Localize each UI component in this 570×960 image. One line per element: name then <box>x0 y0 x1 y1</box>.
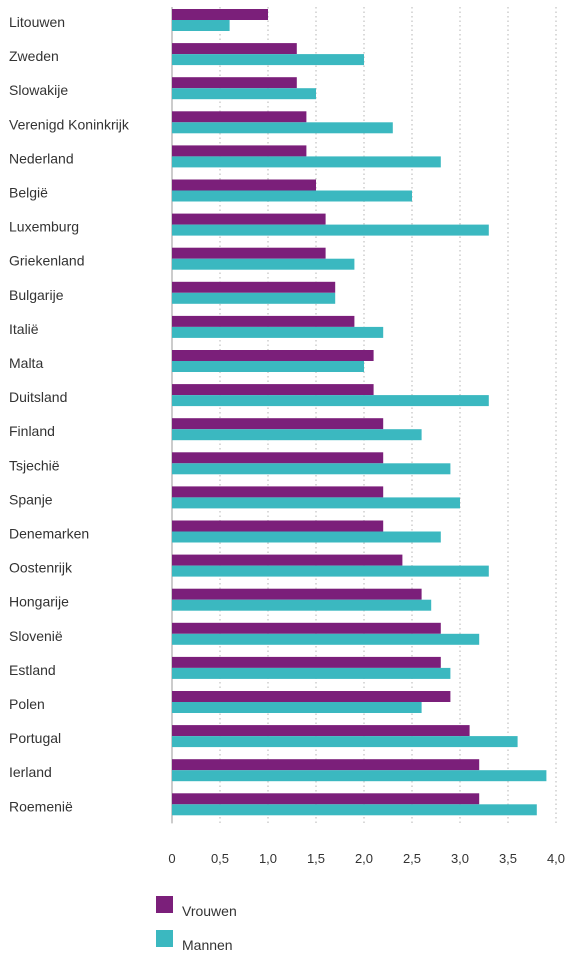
x-tick-label: 1,5 <box>307 851 325 866</box>
category-label: Bulgarije <box>9 287 64 303</box>
bar-vrouwen <box>172 793 480 805</box>
bar-mannen <box>172 20 230 31</box>
bar-vrouwen <box>172 656 441 668</box>
bar-mannen <box>172 770 547 782</box>
bar-vrouwen <box>172 588 422 600</box>
category-label: Litouwen <box>9 14 65 30</box>
bar-vrouwen <box>172 520 384 532</box>
category-label: Hongarije <box>9 594 69 610</box>
bar-vrouwen <box>172 9 268 20</box>
bar-vrouwen <box>172 111 307 123</box>
bar-vrouwen <box>172 622 441 634</box>
category-label: Estland <box>9 662 56 678</box>
x-tick-label: 2,0 <box>355 851 373 866</box>
x-tick-label: 3,5 <box>499 851 517 866</box>
legend-swatch-vrouwen <box>156 895 173 913</box>
bar-vrouwen <box>172 179 316 191</box>
category-label: Griekenland <box>9 253 85 269</box>
x-tick-label: 0,5 <box>211 851 229 866</box>
bar-vrouwen <box>172 452 384 464</box>
bar-vrouwen <box>172 350 374 361</box>
category-label: Polen <box>9 696 45 712</box>
bar-vrouwen <box>172 247 326 259</box>
bar-vrouwen <box>172 486 384 498</box>
bar-mannen <box>172 224 489 236</box>
x-tick-label: 4,0 <box>547 851 565 866</box>
category-label: Oostenrijk <box>9 560 73 576</box>
category-label: Finland <box>9 423 55 439</box>
category-label: Italië <box>9 321 39 337</box>
category-label: Slovenië <box>9 628 63 644</box>
bar-mannen <box>172 804 537 816</box>
bar-vrouwen <box>172 213 326 225</box>
bar-mannen <box>172 429 422 441</box>
bar-mannen <box>172 190 412 202</box>
bar-mannen <box>172 122 393 134</box>
category-label: Spanje <box>9 491 53 507</box>
bar-vrouwen <box>172 43 297 55</box>
bar-vrouwen <box>172 77 297 89</box>
legend-label-mannen: Mannen <box>182 937 233 953</box>
bar-mannen <box>172 702 422 713</box>
bar-vrouwen <box>172 418 384 430</box>
category-label: Portugal <box>9 730 61 746</box>
bar-vrouwen <box>172 759 480 771</box>
category-label: Slowakije <box>9 82 68 98</box>
legend: Vrouwen Mannen <box>156 892 237 960</box>
bar-vrouwen <box>172 145 307 157</box>
category-label: België <box>9 185 48 201</box>
bar-vrouwen <box>172 554 403 566</box>
bar-mannen <box>172 531 441 543</box>
bar-mannen <box>172 667 451 679</box>
x-tick-label: 1,0 <box>259 851 277 866</box>
bar-vrouwen <box>172 384 374 396</box>
category-label: Duitsland <box>9 389 67 405</box>
bar-mannen <box>172 292 336 304</box>
bar-vrouwen <box>172 281 336 293</box>
bar-mannen <box>172 156 441 168</box>
category-label: Luxemburg <box>9 219 79 235</box>
bar-vrouwen <box>172 315 355 327</box>
bar-mannen <box>172 565 489 577</box>
bar-mannen <box>172 395 489 407</box>
category-label: Malta <box>9 355 43 371</box>
bar-mannen <box>172 258 355 270</box>
x-tick-label: 0 <box>168 851 175 866</box>
category-label: Roemenië <box>9 798 73 814</box>
bar-mannen <box>172 599 432 611</box>
bar-mannen <box>172 463 451 475</box>
category-label: Zweden <box>9 48 59 64</box>
bar-vrouwen <box>172 691 451 702</box>
category-label: Ierland <box>9 764 52 780</box>
legend-swatch-mannen <box>156 929 173 947</box>
category-label: Nederland <box>9 150 74 166</box>
legend-item-mannen: Mannen <box>156 926 237 953</box>
x-tick-label: 3,0 <box>451 851 469 866</box>
bar-mannen <box>172 736 518 748</box>
bar-mannen <box>172 497 460 509</box>
bar-mannen <box>172 326 384 338</box>
legend-label-vrouwen: Vrouwen <box>182 903 237 919</box>
bar-mannen <box>172 54 364 66</box>
legend-item-vrouwen: Vrouwen <box>156 892 237 919</box>
bar-mannen <box>172 633 480 645</box>
category-label: Verenigd Koninkrijk <box>9 116 130 132</box>
category-label: Tsjechië <box>9 457 60 473</box>
bar-mannen <box>172 361 364 372</box>
category-label: Denemarken <box>9 526 89 542</box>
bar-mannen <box>172 88 316 100</box>
x-tick-label: 2,5 <box>403 851 421 866</box>
bar-vrouwen <box>172 725 470 737</box>
